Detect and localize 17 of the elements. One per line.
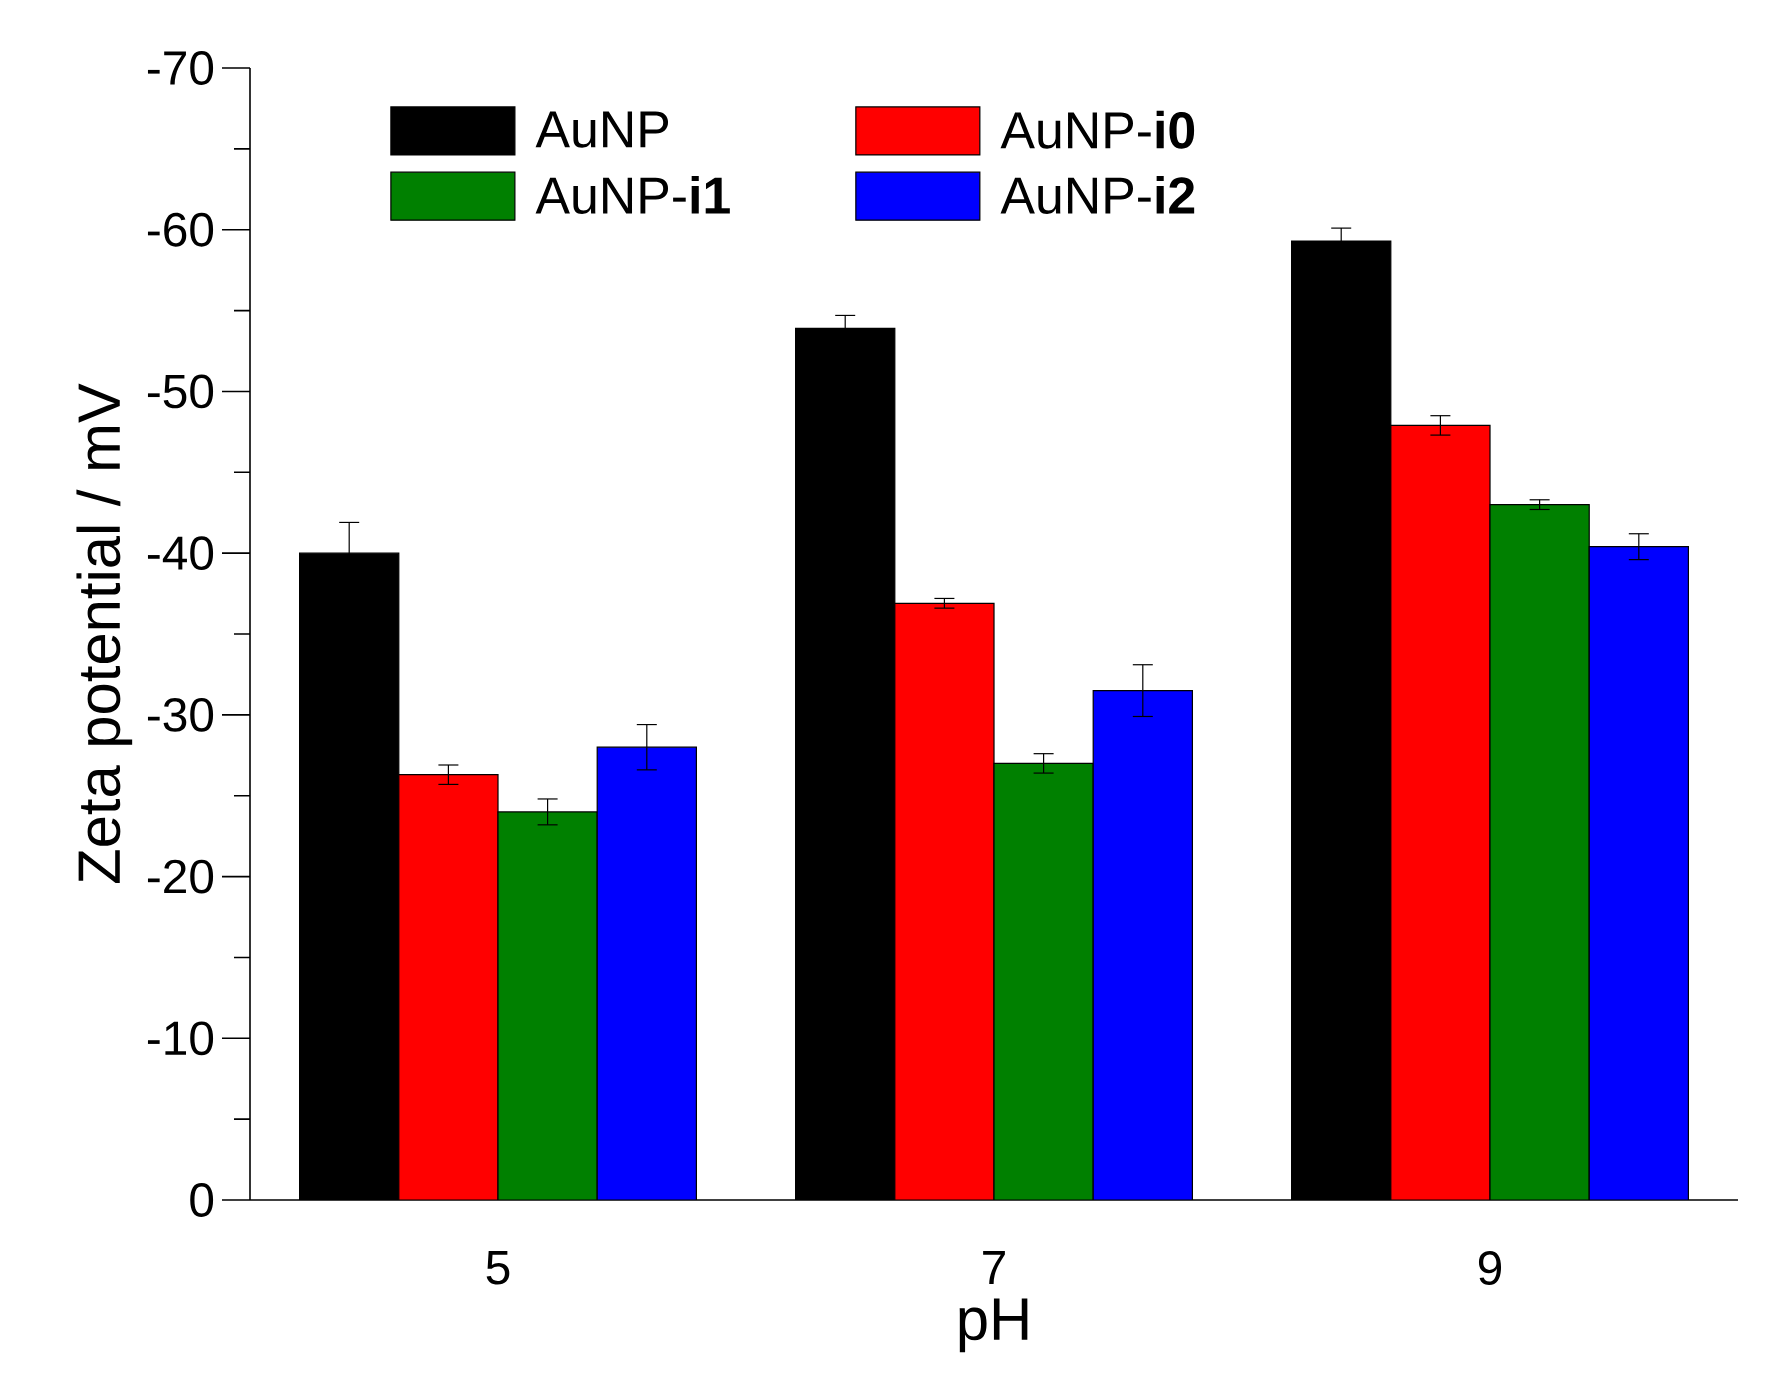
x-tick-label: 7 bbox=[983, 1251, 1005, 1284]
legend-label: AuNP bbox=[535, 111, 669, 148]
y-tick-label: -40 bbox=[147, 536, 214, 571]
y-tick-label: -20 bbox=[147, 859, 214, 894]
y-tick-label: -70 bbox=[147, 51, 214, 85]
x-tick-label: 9 bbox=[1478, 1251, 1502, 1285]
legend-label: AuNP-i2 bbox=[1000, 175, 1195, 214]
y-tick-label: -50 bbox=[147, 374, 214, 409]
y-axis-title: Zeta potential / mV bbox=[76, 383, 133, 883]
x-axis-title: pH bbox=[959, 1298, 1028, 1353]
legend-label: AuNP-i0 bbox=[1000, 110, 1195, 149]
y-tick-label: 0 bbox=[190, 1183, 214, 1217]
y-tick-label: -60 bbox=[147, 212, 214, 247]
y-tick-label: -10 bbox=[147, 1021, 214, 1056]
legend-label: AuNP-i1 bbox=[535, 175, 730, 214]
y-tick-label: -30 bbox=[147, 697, 214, 732]
x-tick-label: 5 bbox=[486, 1251, 510, 1285]
